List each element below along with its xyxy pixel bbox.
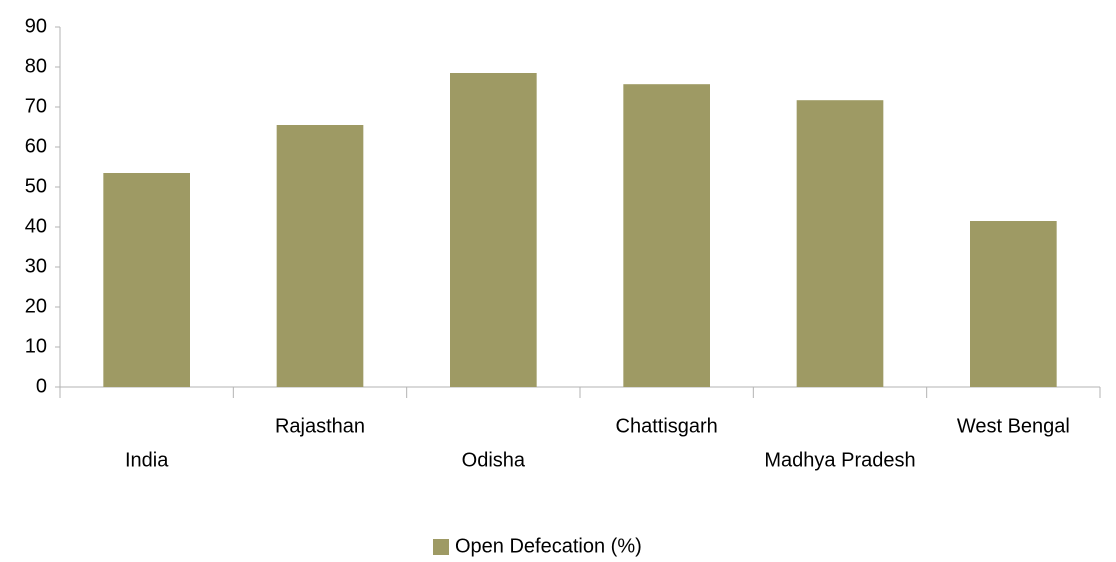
legend-swatch xyxy=(433,539,449,555)
bar xyxy=(450,73,537,387)
legend-label: Open Defecation (%) xyxy=(455,535,642,557)
x-tick-label: Odisha xyxy=(462,449,526,471)
x-tick-label: Rajasthan xyxy=(275,415,365,437)
x-tick-label: India xyxy=(125,449,169,471)
bar xyxy=(276,125,364,387)
bar xyxy=(103,173,190,387)
y-tick-label: 40 xyxy=(25,215,47,237)
y-tick-label: 60 xyxy=(25,135,47,157)
y-tick-label: 10 xyxy=(25,335,47,357)
bar xyxy=(796,100,884,387)
y-tick-label: 80 xyxy=(25,55,47,77)
bar xyxy=(623,84,710,387)
x-tick-label: Madhya Pradesh xyxy=(764,449,915,471)
y-tick-label: 0 xyxy=(36,375,47,397)
y-tick-label: 70 xyxy=(25,95,47,117)
bar xyxy=(970,221,1057,387)
y-tick-label: 90 xyxy=(25,15,47,37)
x-tick-label: West Bengal xyxy=(957,415,1070,437)
x-tick-label: Chattisgarh xyxy=(616,415,718,437)
y-tick-label: 20 xyxy=(25,295,47,317)
y-tick-label: 30 xyxy=(25,255,47,277)
y-tick-label: 50 xyxy=(25,175,47,197)
